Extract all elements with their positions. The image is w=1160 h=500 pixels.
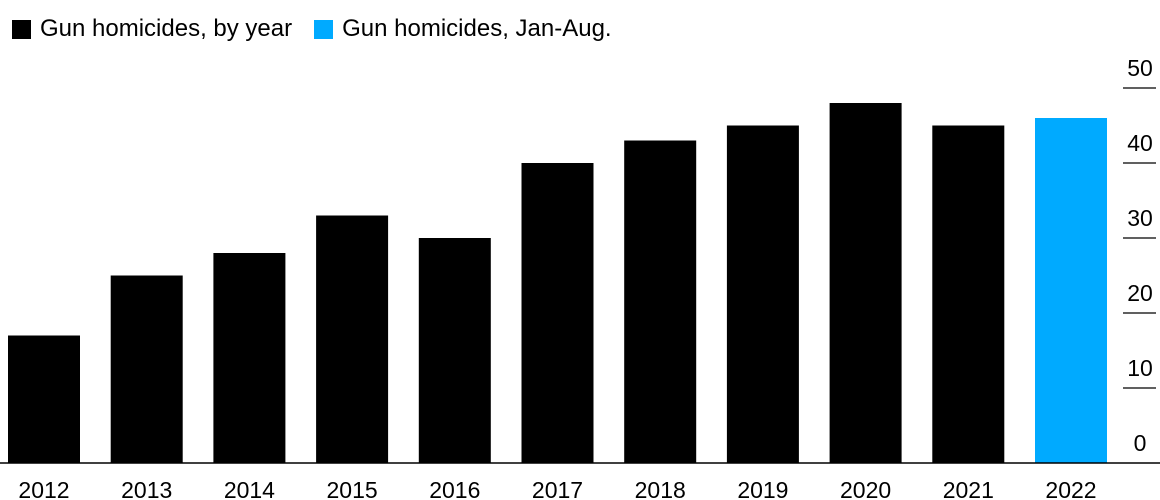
legend-swatch-by-year: [12, 19, 31, 39]
bar-2022: [1035, 118, 1107, 463]
bar-2014: [213, 253, 286, 463]
bar-2013: [110, 275, 183, 463]
bar-2019: [726, 125, 799, 463]
bar-2015: [316, 215, 389, 463]
x-tick-label-2017: 2017: [532, 477, 583, 500]
legend-item-jan-aug: Gun homicides, Jan-Aug.: [314, 15, 612, 43]
bar-2016: [418, 238, 491, 463]
y-tick-label-20: 20: [1127, 280, 1153, 306]
y-tick-label-40: 40: [1127, 130, 1153, 156]
bar-2021: [932, 125, 1005, 463]
bar-2017: [521, 163, 594, 463]
y-tick-label-0: 0: [1134, 430, 1147, 456]
bar-2012: [8, 335, 80, 463]
legend-item-by-year: Gun homicides, by year: [12, 15, 292, 43]
x-tick-label-2015: 2015: [327, 477, 378, 500]
y-tick-label-50: 50: [1127, 55, 1153, 81]
legend: Gun homicides, by year Gun homicides, Ja…: [12, 14, 634, 44]
bar-2018: [624, 140, 697, 463]
legend-swatch-jan-aug: [314, 19, 334, 39]
x-tick-label-2016: 2016: [429, 477, 480, 500]
x-tick-label-2021: 2021: [943, 477, 994, 500]
x-tick-label-2020: 2020: [840, 477, 891, 500]
x-tick-label-2013: 2013: [121, 477, 172, 500]
x-tick-label-2014: 2014: [224, 477, 275, 500]
bar-2020: [829, 103, 902, 463]
x-tick-label-2022: 2022: [1045, 477, 1096, 500]
x-tick-label-2018: 2018: [635, 477, 686, 500]
y-tick-label-30: 30: [1127, 205, 1153, 231]
y-tick-label-10: 10: [1127, 355, 1153, 381]
x-tick-label-2012: 2012: [18, 477, 69, 500]
legend-label-by-year: Gun homicides, by year: [40, 15, 293, 42]
x-tick-label-2019: 2019: [737, 477, 788, 500]
legend-label-jan-aug: Gun homicides, Jan-Aug.: [342, 15, 612, 42]
